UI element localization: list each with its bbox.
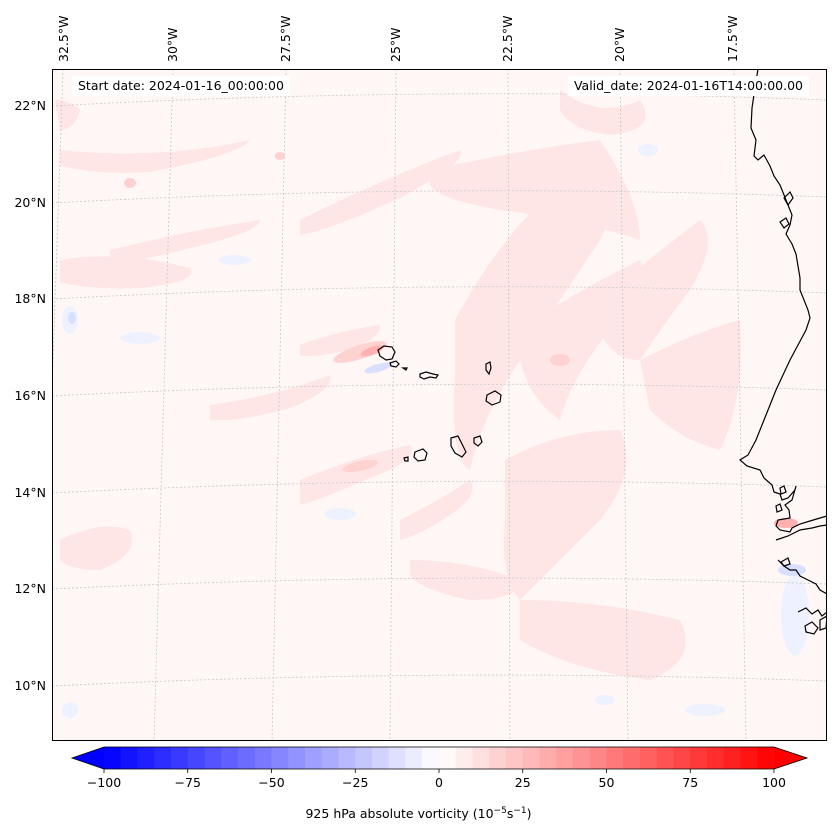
colorbar-units-close: ) (526, 806, 532, 822)
colorbar-tick-label: −75 (175, 775, 201, 790)
lat-label: 18°N (14, 291, 46, 306)
colorbar-low-extension (72, 747, 104, 769)
colorbar-segment (271, 747, 289, 769)
positive-vorticity-max (360, 345, 798, 528)
lat-label: 14°N (14, 485, 46, 500)
colorbar-segment (707, 747, 725, 769)
island-fogo (413, 448, 428, 462)
lon-label: 22.5°W (500, 16, 515, 62)
lon-label: 32.5°W (56, 16, 71, 62)
colorbar-tick-label: −25 (342, 775, 368, 790)
colorbar-label: 925 hPa absolute vorticity (10−5s−1) (0, 806, 837, 821)
colorbar-units-exp2: −1 (513, 806, 527, 816)
map-panel (52, 69, 827, 741)
colorbar-segment (522, 747, 541, 769)
colorbar-segment (673, 747, 691, 769)
island-santa-luzia (401, 367, 408, 371)
colorbar-segment (556, 747, 574, 769)
island-boa-vista (485, 390, 502, 406)
colorbar-tick-label: 50 (599, 775, 615, 790)
colorbar-tick-label: 100 (762, 775, 786, 790)
colorbar: −100 −75 −50 −25 0 25 50 75 100 (70, 746, 809, 790)
lat-label: 20°N (14, 195, 46, 210)
colorbar-ticks: −100 −75 −50 −25 0 25 50 75 100 (87, 769, 786, 790)
lat-label: 22°N (14, 98, 46, 113)
lon-label: 27.5°W (278, 16, 293, 62)
colorbar-segment (439, 747, 457, 769)
latitude-labels: 22°N 20°N 18°N 16°N 14°N 12°N 10°N (14, 98, 46, 693)
colorbar-segment (288, 747, 306, 769)
colorbar-segment (321, 747, 340, 769)
colorbar-segment (355, 747, 373, 769)
island-brava (403, 456, 409, 462)
colorbar-tick-label: −50 (258, 775, 284, 790)
colorbar-segment (656, 747, 675, 769)
island-maio (473, 435, 483, 447)
island-sal (485, 361, 492, 376)
colorbar-high-extension (774, 747, 807, 769)
valid-date-label: Valid_date: 2024-01-16T14:00:00.00 (567, 76, 809, 96)
colorbar-units-mid: s (506, 806, 514, 822)
colorbar-segment (757, 747, 775, 769)
colorbar-segment (506, 747, 524, 769)
african-coastline (738, 69, 827, 635)
colorbar-segment (154, 747, 172, 769)
colorbar-segment (489, 747, 507, 769)
positive-vorticity-streaks (55, 90, 741, 680)
colorbar-segment (740, 747, 758, 769)
colorbar-tick-label: 75 (682, 775, 698, 790)
colorbar-segment (221, 747, 239, 769)
colorbar-segment (388, 747, 407, 769)
lon-label: 30°W (165, 27, 180, 62)
colorbar-segment (623, 747, 641, 769)
lon-label: 20°W (612, 27, 627, 62)
colorbar-segment (539, 747, 557, 769)
lon-label: 25°W (388, 27, 403, 62)
colorbar-segment (104, 747, 122, 769)
colorbar-units-open: (10 (472, 806, 494, 822)
colorbar-segment (372, 747, 390, 769)
island-sao-nicolau (419, 371, 439, 380)
lon-label: 17.5°W (725, 16, 740, 62)
colorbar-segment (171, 747, 189, 769)
colorbar-field-name: 925 hPa absolute vorticity (305, 806, 469, 822)
longitude-labels: 32.5°W 30°W 27.5°W 25°W 22.5°W 20°W 17.5… (56, 16, 740, 62)
colorbar-segment (422, 747, 440, 769)
colorbar-segment (338, 747, 356, 769)
colorbar-segment (305, 747, 323, 769)
island-santiago (450, 435, 467, 458)
colorbar-segment (690, 747, 708, 769)
gridlines (52, 69, 827, 741)
colorbar-segment (606, 747, 624, 769)
colorbar-segment (405, 747, 423, 769)
start-date-label: Start date: 2024-01-16_00:00:00 (72, 76, 290, 96)
lat-label: 10°N (14, 678, 46, 693)
colorbar-segments (104, 747, 775, 769)
colorbar-segment (254, 747, 273, 769)
island-santo-antao (377, 345, 396, 361)
colorbar-segment (120, 747, 139, 769)
colorbar-segment (573, 747, 591, 769)
island-sao-vicente (389, 360, 400, 368)
colorbar-segment (137, 747, 155, 769)
colorbar-segment (455, 747, 474, 769)
colorbar-tick-label: 0 (435, 775, 443, 790)
cape-verde-coastlines (377, 345, 502, 462)
colorbar-segment (472, 747, 490, 769)
colorbar-units-exp1: −5 (493, 806, 507, 816)
lat-label: 16°N (14, 388, 46, 403)
colorbar-segment (187, 747, 206, 769)
map-frame (52, 69, 827, 741)
colorbar-segment (238, 747, 256, 769)
negative-vorticity-patches (62, 144, 809, 718)
lat-label: 12°N (14, 581, 46, 596)
colorbar-segment (589, 747, 608, 769)
colorbar-tick-label: 25 (515, 775, 531, 790)
colorbar-segment (640, 747, 658, 769)
colorbar-segment (723, 747, 742, 769)
colorbar-tick-label: −100 (87, 775, 121, 790)
colorbar-segment (204, 747, 222, 769)
